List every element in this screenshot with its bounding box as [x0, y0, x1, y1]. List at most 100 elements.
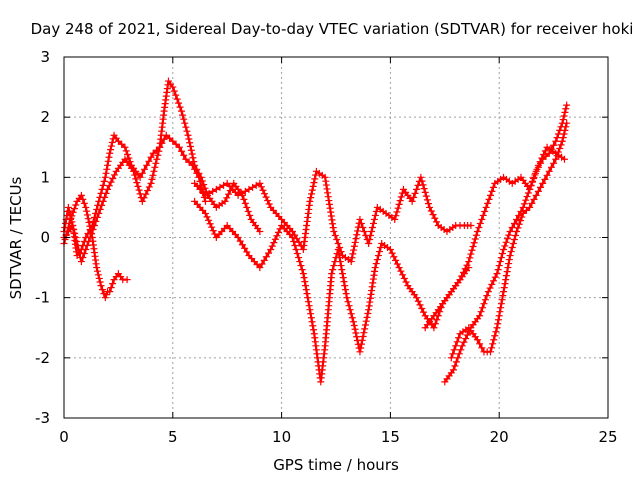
data-point — [100, 177, 108, 185]
data-point — [545, 149, 553, 157]
data-point — [513, 227, 521, 235]
data-point — [293, 250, 301, 258]
data-point — [302, 286, 310, 294]
data-point — [304, 294, 312, 302]
series-line — [62, 79, 261, 263]
data-point — [519, 203, 527, 211]
data-point — [484, 288, 492, 296]
data-point — [96, 278, 104, 286]
data-point — [82, 246, 90, 254]
data-point — [430, 324, 438, 332]
data-point — [262, 253, 270, 261]
data-point — [524, 189, 532, 197]
data-point — [95, 209, 103, 217]
data-point — [336, 244, 344, 252]
data-point — [150, 167, 158, 175]
data-point — [299, 270, 307, 278]
data-point — [556, 144, 564, 152]
data-point — [467, 250, 475, 258]
data-point — [322, 177, 330, 185]
data-point — [303, 290, 311, 298]
data-point — [508, 244, 516, 252]
data-point — [480, 300, 488, 308]
data-point — [265, 249, 273, 257]
data-point — [486, 191, 494, 199]
data-point — [337, 248, 345, 256]
data-point — [104, 185, 112, 193]
data-point — [152, 159, 160, 167]
data-point — [308, 190, 316, 198]
data-point — [329, 224, 337, 232]
data-point — [543, 171, 551, 179]
data-point — [144, 187, 152, 195]
data-point — [68, 218, 76, 226]
data-point — [310, 326, 318, 334]
data-point — [457, 346, 465, 354]
data-point — [479, 211, 487, 219]
data-point — [509, 240, 517, 248]
data-point — [93, 264, 101, 272]
data-point — [308, 186, 316, 194]
data-point — [392, 212, 400, 220]
data-point — [455, 334, 463, 342]
data-point — [105, 182, 113, 190]
data-point — [302, 282, 310, 290]
data-point — [479, 304, 487, 312]
data-point — [293, 235, 301, 243]
data-point — [89, 225, 97, 233]
data-point — [495, 262, 503, 270]
data-point — [506, 252, 514, 260]
data-point — [273, 232, 281, 240]
data-point — [306, 197, 314, 205]
series-trace-8 — [447, 119, 571, 362]
data-point — [411, 189, 419, 197]
data-point — [360, 329, 368, 337]
data-point — [427, 207, 435, 215]
data-series — [60, 77, 571, 386]
data-point — [110, 171, 118, 179]
data-point — [327, 212, 335, 220]
data-point — [108, 138, 116, 146]
data-point — [526, 185, 534, 193]
data-point — [291, 231, 299, 239]
data-point — [309, 322, 317, 330]
data-point — [65, 207, 73, 215]
data-point — [451, 362, 459, 370]
data-point — [193, 165, 201, 173]
data-point — [431, 320, 439, 328]
data-point — [64, 203, 72, 211]
data-point — [333, 236, 341, 244]
data-point — [153, 155, 161, 163]
data-point — [245, 185, 253, 193]
data-point — [540, 150, 548, 158]
data-point — [221, 197, 229, 205]
x-tick-label: 5 — [168, 428, 178, 446]
data-point — [462, 335, 470, 343]
data-point — [497, 300, 505, 308]
data-point — [336, 258, 344, 266]
data-point — [413, 294, 421, 302]
data-point — [348, 254, 356, 262]
data-point — [93, 213, 101, 221]
data-point — [103, 165, 111, 173]
data-point — [149, 149, 157, 157]
data-point — [398, 189, 406, 197]
data-point — [461, 265, 469, 273]
data-point — [395, 200, 403, 208]
data-point — [212, 185, 220, 193]
data-point — [486, 348, 494, 356]
data-point — [264, 197, 272, 205]
data-point — [102, 169, 110, 177]
data-point — [312, 171, 320, 179]
data-point — [447, 354, 455, 362]
data-point — [460, 338, 468, 346]
data-point — [500, 288, 508, 296]
data-point — [368, 227, 376, 235]
data-point — [499, 292, 507, 300]
data-point — [347, 258, 355, 266]
data-point — [397, 267, 405, 275]
data-point — [328, 216, 336, 224]
data-point — [143, 161, 151, 169]
data-point — [515, 211, 523, 219]
data-point — [274, 228, 282, 236]
